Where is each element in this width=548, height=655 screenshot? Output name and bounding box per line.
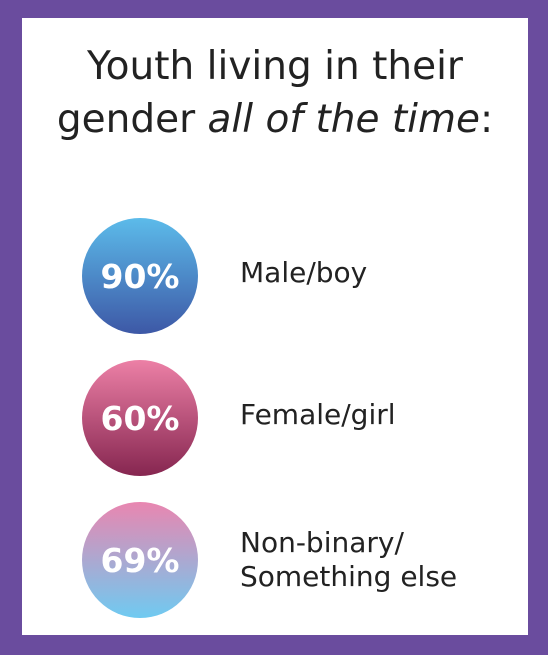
title-lead: Youth living in their gender <box>56 44 463 142</box>
stat-circle: 69% <box>82 502 198 618</box>
card: Youth living in their gender all of the … <box>22 18 528 635</box>
stat-circle: 90% <box>82 218 198 334</box>
stat-circle: 60% <box>82 360 198 476</box>
stat-label: Non-binary/ Something else <box>240 526 458 593</box>
title-end: : <box>480 97 494 142</box>
stat-label: Female/girl <box>240 398 396 431</box>
title-emphasis: all of the time <box>207 97 480 142</box>
stat-label: Male/boy <box>240 256 368 289</box>
title: Youth living in their gender all of the … <box>42 40 508 146</box>
